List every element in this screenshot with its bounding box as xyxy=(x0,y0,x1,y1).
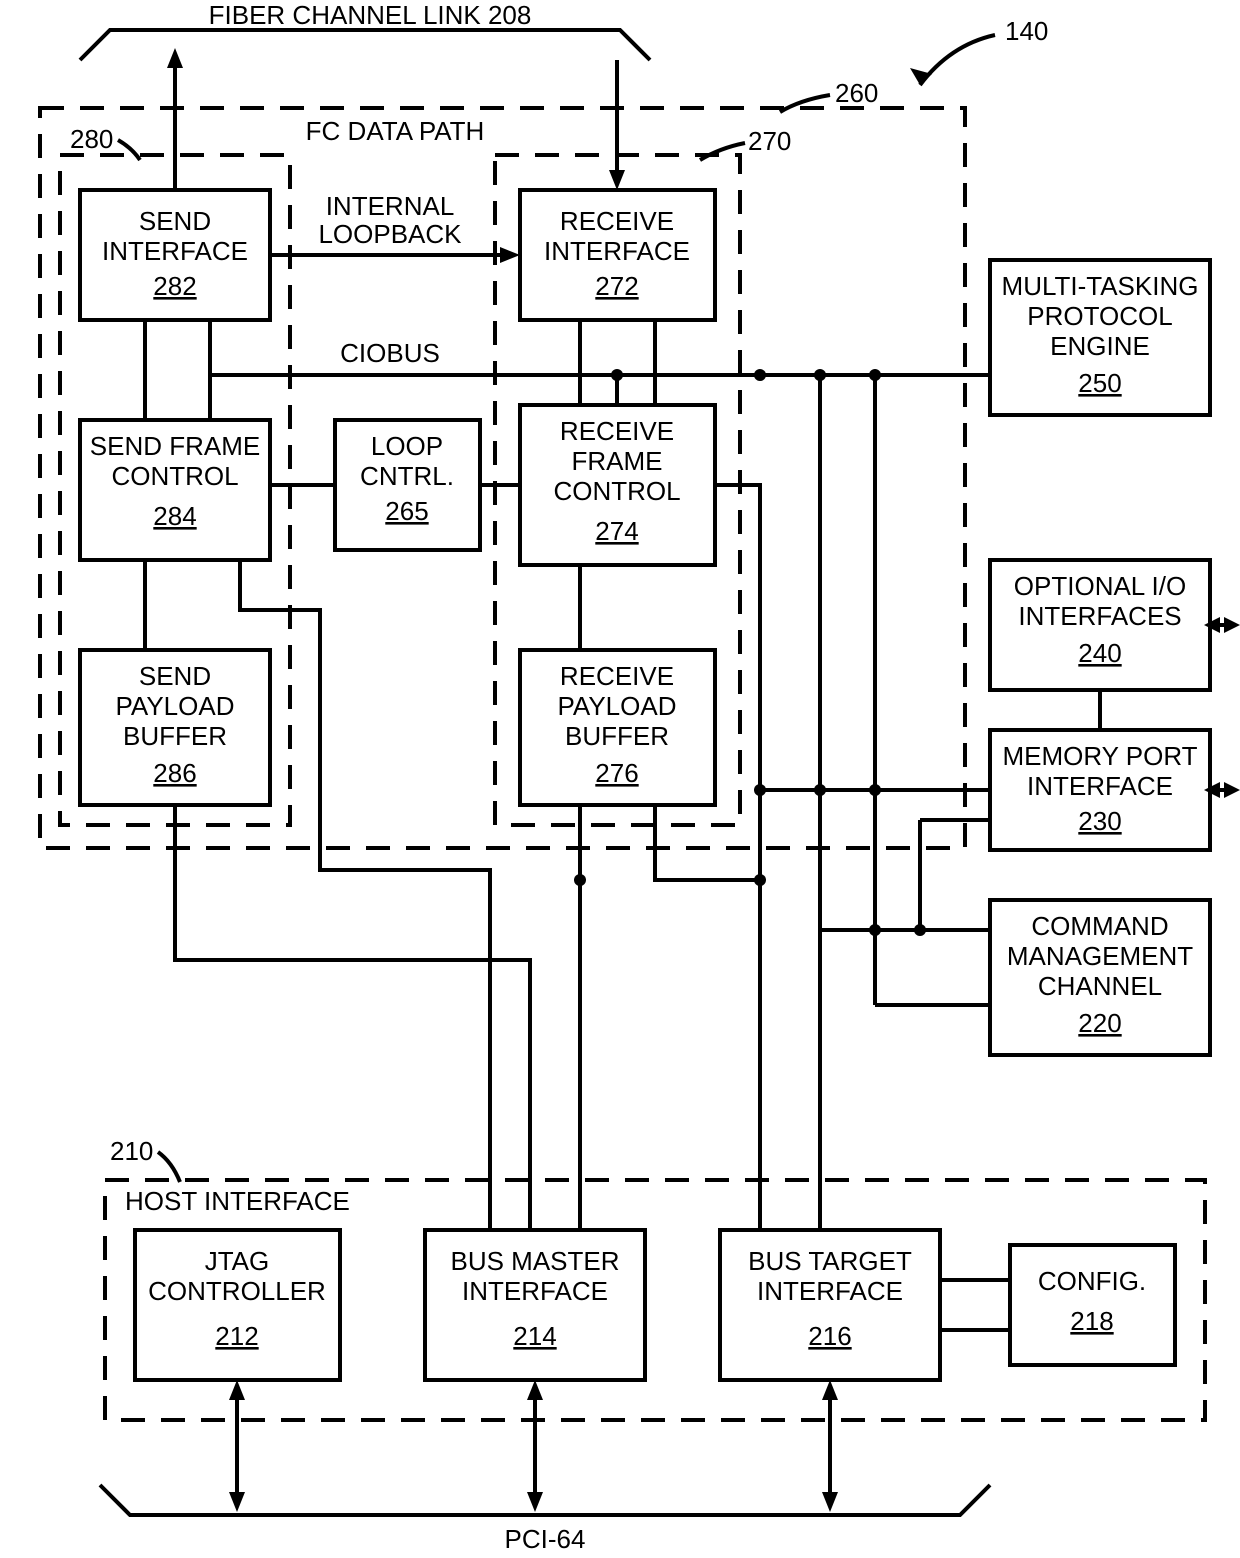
svg-text:CONTROL: CONTROL xyxy=(111,461,238,491)
svg-text:CONTROL: CONTROL xyxy=(553,476,680,506)
ref-260: 260 xyxy=(835,78,878,108)
mpe-block: MULTI-TASKING PROTOCOL ENGINE 250 xyxy=(990,260,1210,415)
send-payload-buffer-block: SEND PAYLOAD BUFFER 286 xyxy=(80,650,270,805)
fc-data-path-label: FC DATA PATH xyxy=(306,116,485,146)
svg-text:265: 265 xyxy=(385,496,428,526)
svg-text:240: 240 xyxy=(1078,638,1121,668)
mpi-block: MEMORY PORT INTERFACE 230 xyxy=(990,730,1210,850)
ref-270: 270 xyxy=(748,126,791,156)
svg-text:COMMAND: COMMAND xyxy=(1031,911,1168,941)
receive-interface-block: RECEIVE INTERFACE 272 xyxy=(520,190,715,320)
svg-text:INTERFACE: INTERFACE xyxy=(544,236,690,266)
svg-text:214: 214 xyxy=(513,1321,556,1351)
top-bus-label: FIBER CHANNEL LINK 208 xyxy=(209,0,532,30)
svg-text:INTERFACE: INTERFACE xyxy=(1027,771,1173,801)
svg-text:CONFIG.: CONFIG. xyxy=(1038,1266,1146,1296)
svg-text:MULTI-TASKING: MULTI-TASKING xyxy=(1002,271,1199,301)
svg-text:OPTIONAL I/O: OPTIONAL I/O xyxy=(1014,571,1186,601)
svg-text:282: 282 xyxy=(153,271,196,301)
svg-text:JTAG: JTAG xyxy=(205,1246,270,1276)
svg-text:212: 212 xyxy=(215,1321,258,1351)
svg-text:PROTOCOL: PROTOCOL xyxy=(1027,301,1172,331)
svg-text:CHANNEL: CHANNEL xyxy=(1038,971,1162,1001)
svg-text:276: 276 xyxy=(595,758,638,788)
svg-text:216: 216 xyxy=(808,1321,851,1351)
loopback-label-2: LOOPBACK xyxy=(318,219,462,249)
svg-text:BUFFER: BUFFER xyxy=(123,721,227,751)
ref-210: 210 xyxy=(110,1136,153,1166)
svg-text:220: 220 xyxy=(1078,1008,1121,1038)
receive-payload-buffer-block: RECEIVE PAYLOAD BUFFER 276 xyxy=(520,650,715,805)
svg-text:INTERFACE: INTERFACE xyxy=(102,236,248,266)
bottom-bus-label: PCI-64 xyxy=(505,1524,586,1554)
svg-text:RECEIVE: RECEIVE xyxy=(560,206,674,236)
svg-text:230: 230 xyxy=(1078,806,1121,836)
diagram: FIBER CHANNEL LINK 208 140 FC DATA PATH … xyxy=(0,0,1240,1558)
loopback-link: INTERNAL LOOPBACK xyxy=(270,191,520,263)
svg-text:CONTROLLER: CONTROLLER xyxy=(148,1276,326,1306)
svg-text:INTERFACE: INTERFACE xyxy=(462,1276,608,1306)
svg-text:MANAGEMENT: MANAGEMENT xyxy=(1007,941,1193,971)
svg-text:LOOP: LOOP xyxy=(371,431,443,461)
svg-text:ENGINE: ENGINE xyxy=(1050,331,1150,361)
svg-text:CNTRL.: CNTRL. xyxy=(360,461,454,491)
send-frame-control-block: SEND FRAME CONTROL 284 xyxy=(80,420,270,560)
svg-text:BUFFER: BUFFER xyxy=(565,721,669,751)
host-interface-label: HOST INTERFACE xyxy=(125,1186,350,1216)
figure-ref: 140 xyxy=(910,16,1048,85)
send-interface-block: SEND INTERFACE 282 xyxy=(80,190,270,320)
svg-text:286: 286 xyxy=(153,758,196,788)
svg-text:274: 274 xyxy=(595,516,638,546)
svg-text:SEND: SEND xyxy=(139,206,211,236)
top-bus: FIBER CHANNEL LINK 208 xyxy=(80,0,650,60)
svg-text:INTERFACE: INTERFACE xyxy=(757,1276,903,1306)
bmi-block: BUS MASTER INTERFACE 214 xyxy=(425,1230,645,1380)
svg-text:SEND: SEND xyxy=(139,661,211,691)
svg-text:284: 284 xyxy=(153,501,196,531)
loop-cntrl-block: LOOP CNTRL. 265 xyxy=(335,420,480,550)
pci-links xyxy=(229,1380,838,1512)
config-block: CONFIG. 218 xyxy=(1010,1245,1175,1365)
svg-text:FRAME: FRAME xyxy=(572,446,663,476)
svg-text:RECEIVE: RECEIVE xyxy=(560,661,674,691)
oio-block: OPTIONAL I/O INTERFACES 240 xyxy=(990,560,1210,690)
svg-text:RECEIVE: RECEIVE xyxy=(560,416,674,446)
svg-text:SEND FRAME: SEND FRAME xyxy=(90,431,260,461)
svg-text:INTERFACES: INTERFACES xyxy=(1018,601,1181,631)
svg-text:PAYLOAD: PAYLOAD xyxy=(558,691,677,721)
svg-text:PAYLOAD: PAYLOAD xyxy=(116,691,235,721)
svg-text:BUS MASTER: BUS MASTER xyxy=(450,1246,619,1276)
receive-frame-control-block: RECEIVE FRAME CONTROL 274 xyxy=(520,405,715,565)
bti-block: BUS TARGET INTERFACE 216 xyxy=(720,1230,940,1380)
svg-text:218: 218 xyxy=(1070,1306,1113,1336)
loopback-label-1: INTERNAL xyxy=(326,191,455,221)
jtag-block: JTAG CONTROLLER 212 xyxy=(135,1230,340,1380)
ref-280: 280 xyxy=(70,124,113,154)
svg-text:272: 272 xyxy=(595,271,638,301)
svg-text:250: 250 xyxy=(1078,368,1121,398)
svg-text:BUS TARGET: BUS TARGET xyxy=(748,1246,912,1276)
svg-text:CIOBUS: CIOBUS xyxy=(340,338,440,368)
svg-text:MEMORY PORT: MEMORY PORT xyxy=(1002,741,1197,771)
svg-text:140: 140 xyxy=(1005,16,1048,46)
cmc-block: COMMAND MANAGEMENT CHANNEL 220 xyxy=(990,900,1210,1055)
